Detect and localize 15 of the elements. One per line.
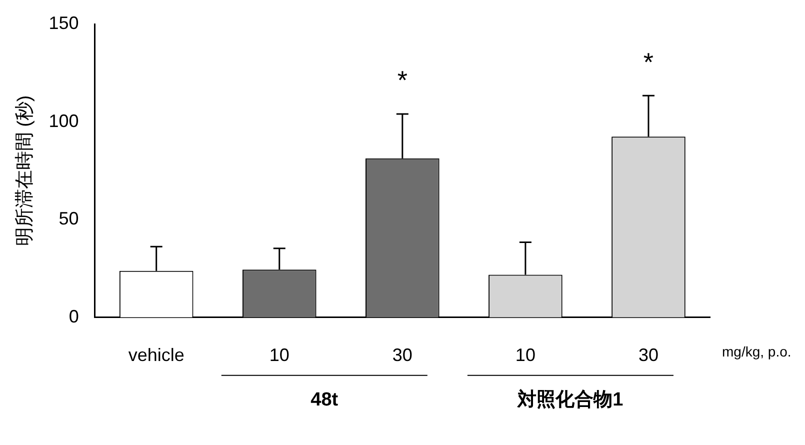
y-tick-label: 100 <box>48 110 79 131</box>
text: 対照化合物1 <box>516 388 624 411</box>
x-tick-label: 30 <box>638 345 658 366</box>
x-tick-label: 10 <box>515 345 536 366</box>
x-tick-label: 30 <box>392 345 412 366</box>
text: 48t <box>310 390 339 411</box>
y-tick-label: 50 <box>58 208 79 229</box>
x-tick-label: 10 <box>269 345 290 366</box>
y-axis-title: 明所滞在時間 (秒) <box>14 95 36 246</box>
x-tick-label: vehicle <box>128 345 184 366</box>
y-tick-label: 150 <box>48 12 79 33</box>
text: mg/kg, p.o. <box>722 343 792 360</box>
y-tick-label: 0 <box>68 306 79 326</box>
annotation: * <box>643 46 654 77</box>
annotation: * <box>397 65 408 96</box>
